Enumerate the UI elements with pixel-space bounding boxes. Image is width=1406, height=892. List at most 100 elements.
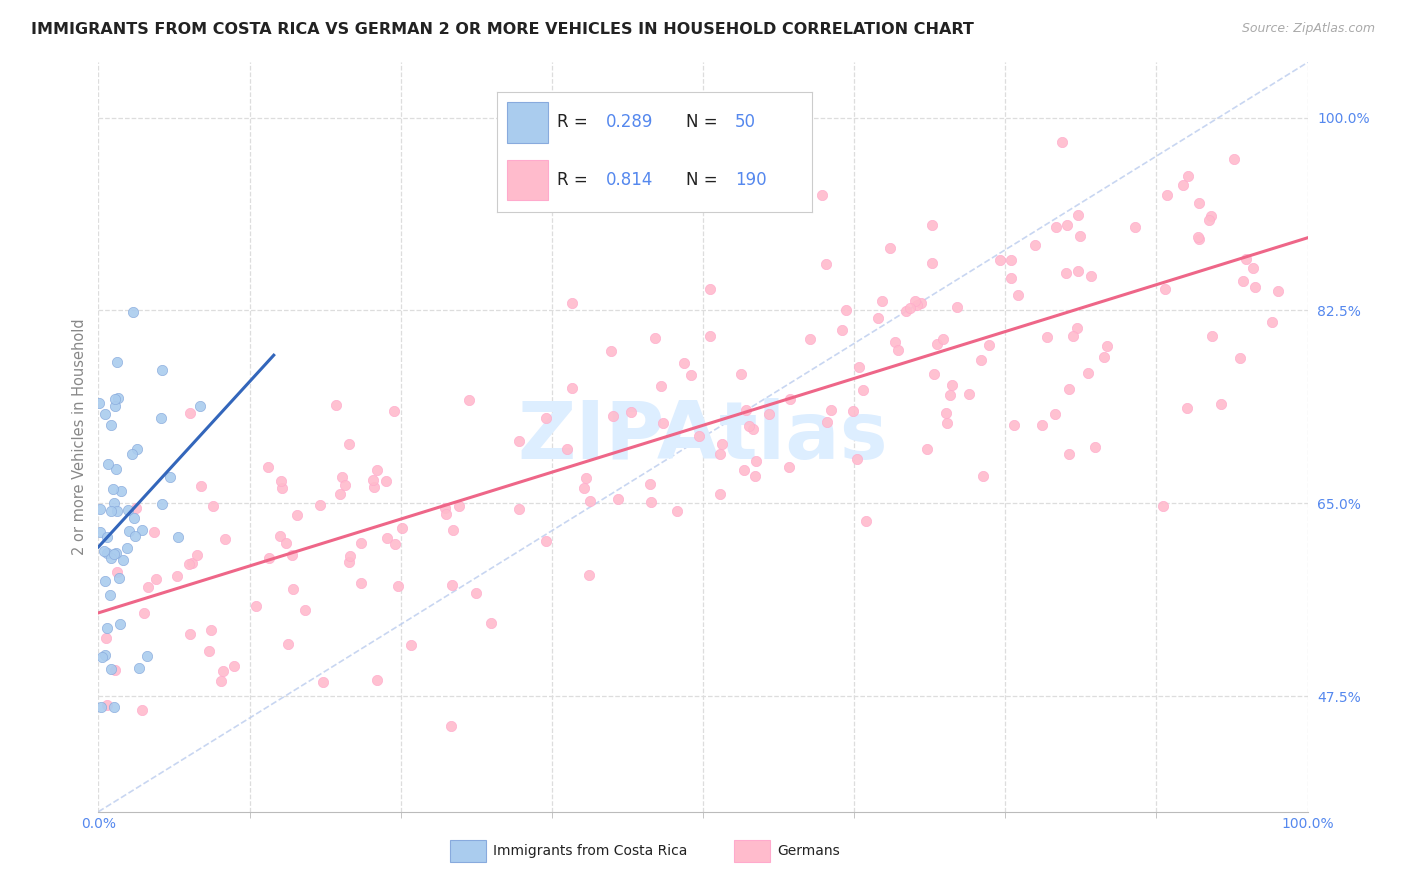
Point bbox=[1097, 338, 1119, 352]
Point bbox=[150, 363, 173, 377]
Point bbox=[898, 301, 921, 315]
Point bbox=[665, 504, 688, 518]
Point bbox=[688, 428, 710, 442]
Point bbox=[734, 403, 756, 417]
Point bbox=[733, 463, 755, 477]
Point bbox=[198, 644, 221, 658]
Point bbox=[1067, 264, 1090, 278]
Point bbox=[103, 496, 125, 510]
Point bbox=[640, 495, 662, 509]
Point bbox=[391, 520, 413, 534]
Point bbox=[578, 568, 600, 582]
Y-axis label: 2 or more Vehicles in Household: 2 or more Vehicles in Household bbox=[72, 318, 87, 556]
Point bbox=[842, 403, 865, 417]
Point bbox=[921, 218, 943, 232]
Point bbox=[738, 419, 761, 434]
Point bbox=[222, 659, 245, 673]
Point bbox=[333, 478, 356, 492]
Point bbox=[312, 675, 335, 690]
Point bbox=[711, 437, 734, 451]
Point bbox=[1084, 440, 1107, 454]
Point bbox=[972, 469, 994, 483]
Point bbox=[508, 502, 530, 516]
Point bbox=[1154, 283, 1177, 297]
Point bbox=[1000, 252, 1022, 267]
Point bbox=[904, 294, 927, 309]
Point bbox=[90, 699, 112, 714]
Point bbox=[329, 487, 352, 501]
Point bbox=[104, 462, 127, 476]
Point bbox=[118, 524, 141, 538]
Point bbox=[1187, 230, 1209, 244]
Text: Germans: Germans bbox=[778, 845, 839, 858]
Point bbox=[744, 469, 766, 483]
Point bbox=[575, 470, 598, 484]
Point bbox=[124, 529, 146, 543]
Point bbox=[1069, 229, 1091, 244]
Point bbox=[730, 367, 752, 381]
Point bbox=[117, 503, 139, 517]
Point bbox=[831, 323, 853, 337]
Point bbox=[1067, 208, 1090, 222]
Point bbox=[866, 310, 889, 325]
Point bbox=[936, 416, 959, 430]
Point bbox=[433, 500, 456, 515]
Point bbox=[620, 404, 643, 418]
Point bbox=[1123, 220, 1146, 235]
Point bbox=[330, 470, 353, 484]
Point bbox=[681, 368, 703, 382]
Point bbox=[105, 565, 128, 579]
Bar bbox=[734, 840, 770, 863]
Point bbox=[384, 537, 406, 551]
Point bbox=[1002, 418, 1025, 433]
Point bbox=[96, 631, 118, 645]
Point bbox=[457, 393, 479, 408]
Point bbox=[96, 698, 118, 712]
Point bbox=[779, 392, 801, 406]
Point bbox=[1043, 408, 1066, 422]
Point bbox=[89, 502, 111, 516]
Point bbox=[166, 569, 188, 583]
Point bbox=[350, 536, 373, 550]
Point bbox=[896, 303, 918, 318]
Point bbox=[125, 500, 148, 515]
Point bbox=[799, 332, 821, 346]
Point bbox=[957, 387, 980, 401]
Point bbox=[1092, 351, 1115, 365]
Point bbox=[132, 606, 155, 620]
Point bbox=[1234, 252, 1257, 266]
Point bbox=[884, 334, 907, 349]
Point bbox=[534, 533, 557, 548]
Point bbox=[741, 421, 763, 435]
Point bbox=[281, 548, 304, 562]
Point bbox=[440, 719, 463, 733]
Point bbox=[915, 442, 938, 456]
Point bbox=[93, 543, 115, 558]
Point bbox=[127, 442, 149, 457]
Point bbox=[363, 480, 385, 494]
Point bbox=[374, 474, 396, 488]
Point bbox=[89, 525, 111, 540]
Point bbox=[1062, 329, 1084, 343]
Point bbox=[1054, 266, 1077, 280]
Point bbox=[245, 599, 267, 613]
Point bbox=[142, 525, 165, 540]
Point bbox=[855, 514, 877, 528]
Point bbox=[1045, 219, 1067, 234]
Point bbox=[100, 504, 122, 518]
Point bbox=[111, 553, 134, 567]
Point bbox=[1229, 351, 1251, 365]
Point bbox=[441, 578, 464, 592]
Point bbox=[136, 580, 159, 594]
Point bbox=[98, 588, 121, 602]
Point bbox=[1024, 238, 1046, 252]
Point bbox=[1031, 417, 1053, 432]
Point bbox=[534, 411, 557, 425]
Point bbox=[778, 459, 800, 474]
Point bbox=[105, 504, 128, 518]
Point bbox=[1244, 280, 1267, 294]
Point bbox=[94, 574, 117, 589]
Point bbox=[131, 702, 153, 716]
Point bbox=[977, 338, 1000, 352]
Point bbox=[1077, 366, 1099, 380]
